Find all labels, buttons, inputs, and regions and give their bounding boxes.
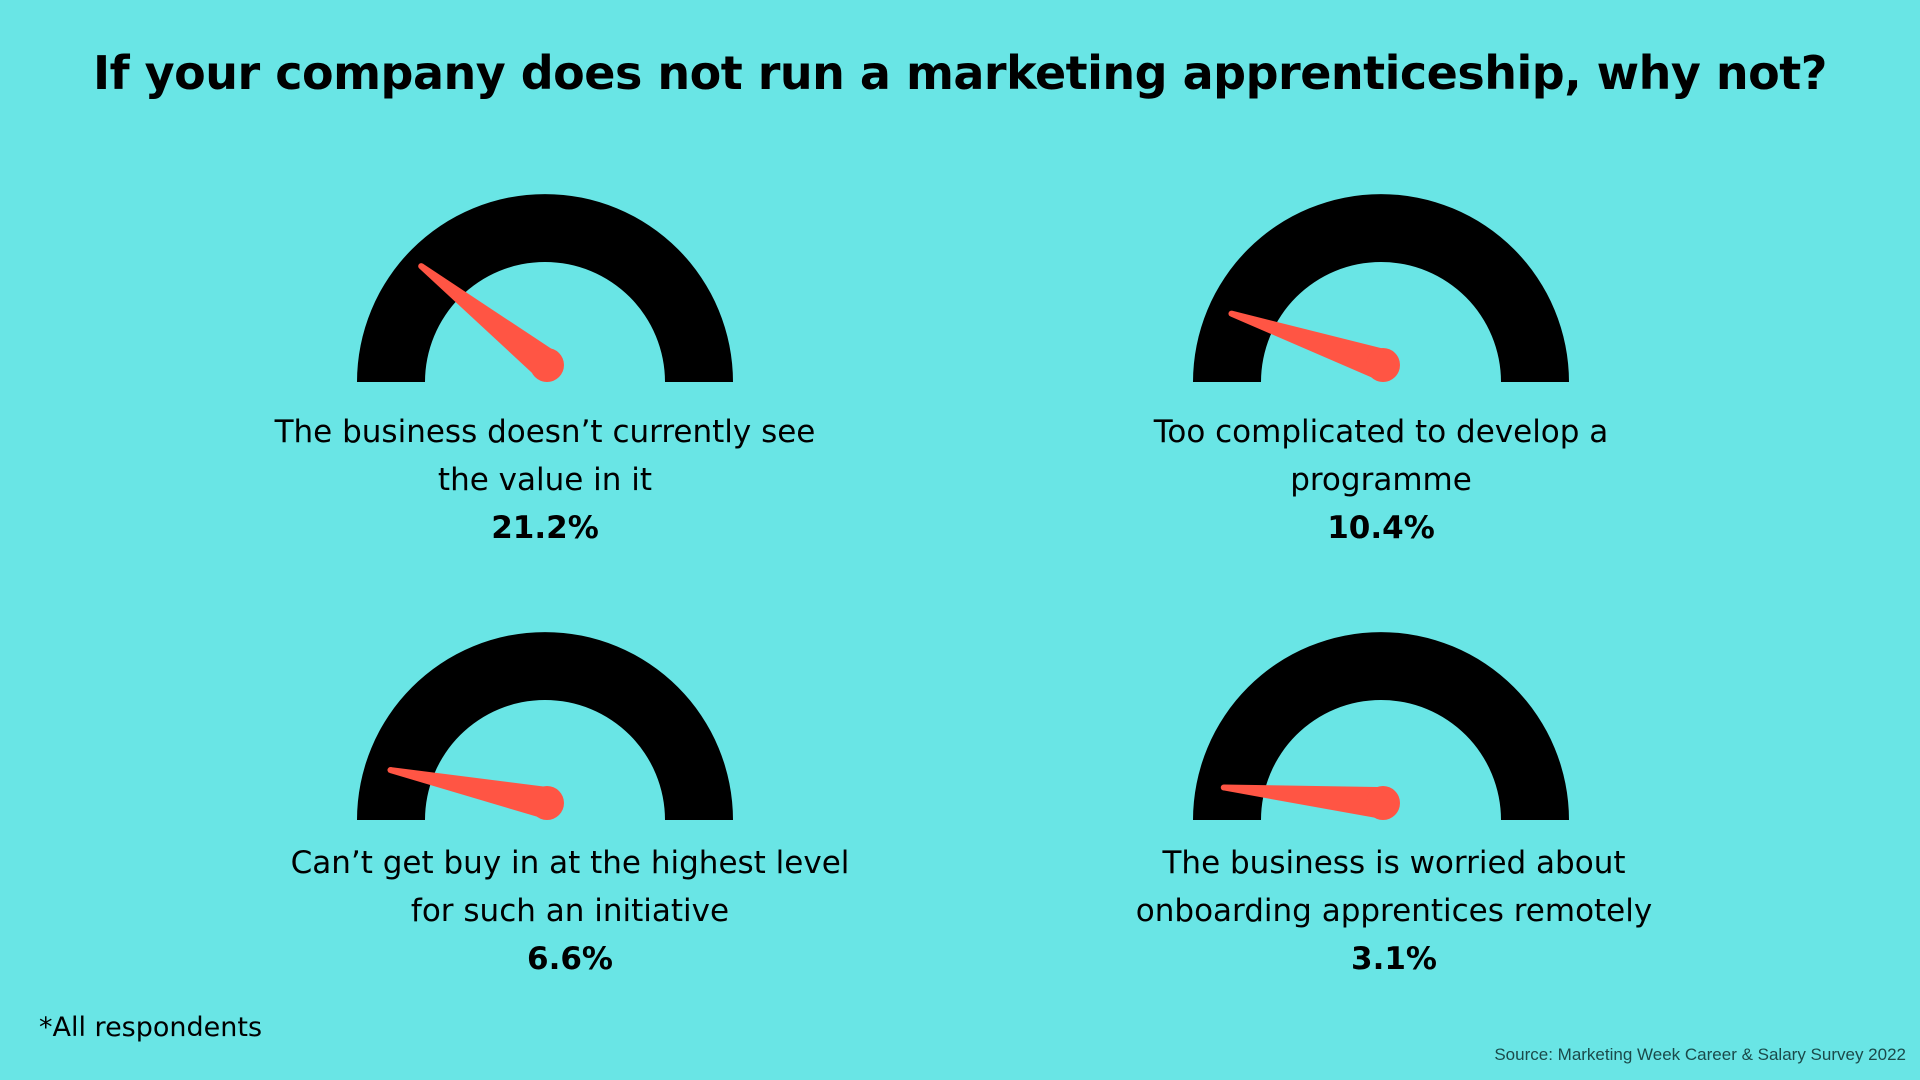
- source-note: Source: Marketing Week Career & Salary S…: [1494, 1045, 1906, 1064]
- gauge-label-text: The business is worried about onboarding…: [1135, 845, 1653, 929]
- gauge-label-text: The business doesn’t currently see the v…: [274, 414, 816, 498]
- gauge-label-text: Too complicated to develop a programme: [1153, 414, 1609, 498]
- gauge-label-4: The business is worried about onboarding…: [1014, 839, 1774, 983]
- gauge-label-3: Can’t get buy in at the highest level fo…: [190, 839, 950, 983]
- gauge-value: 10.4%: [1327, 510, 1435, 546]
- gauge-needle: [418, 263, 564, 382]
- gauge-arc: [357, 632, 733, 820]
- gauge-value: 21.2%: [491, 510, 599, 546]
- gauge-value: 3.1%: [1351, 941, 1437, 977]
- gauge-label-2: Too complicated to develop a programme 1…: [1001, 408, 1761, 552]
- gauge-needle: [387, 767, 564, 820]
- footnote: *All respondents: [39, 1012, 263, 1043]
- gauge-arc: [357, 194, 733, 382]
- gauge-label-1: The business doesn’t currently see the v…: [165, 408, 925, 552]
- gauge-label-text: Can’t get buy in at the highest level fo…: [290, 845, 850, 929]
- gauge-arc: [1193, 632, 1569, 820]
- gauge-needle: [1220, 784, 1400, 820]
- chart-title: If your company does not run a marketing…: [93, 46, 1827, 100]
- gauge-needle: [1228, 310, 1400, 382]
- gauge-value: 6.6%: [527, 941, 613, 977]
- gauge-arc: [1193, 194, 1569, 382]
